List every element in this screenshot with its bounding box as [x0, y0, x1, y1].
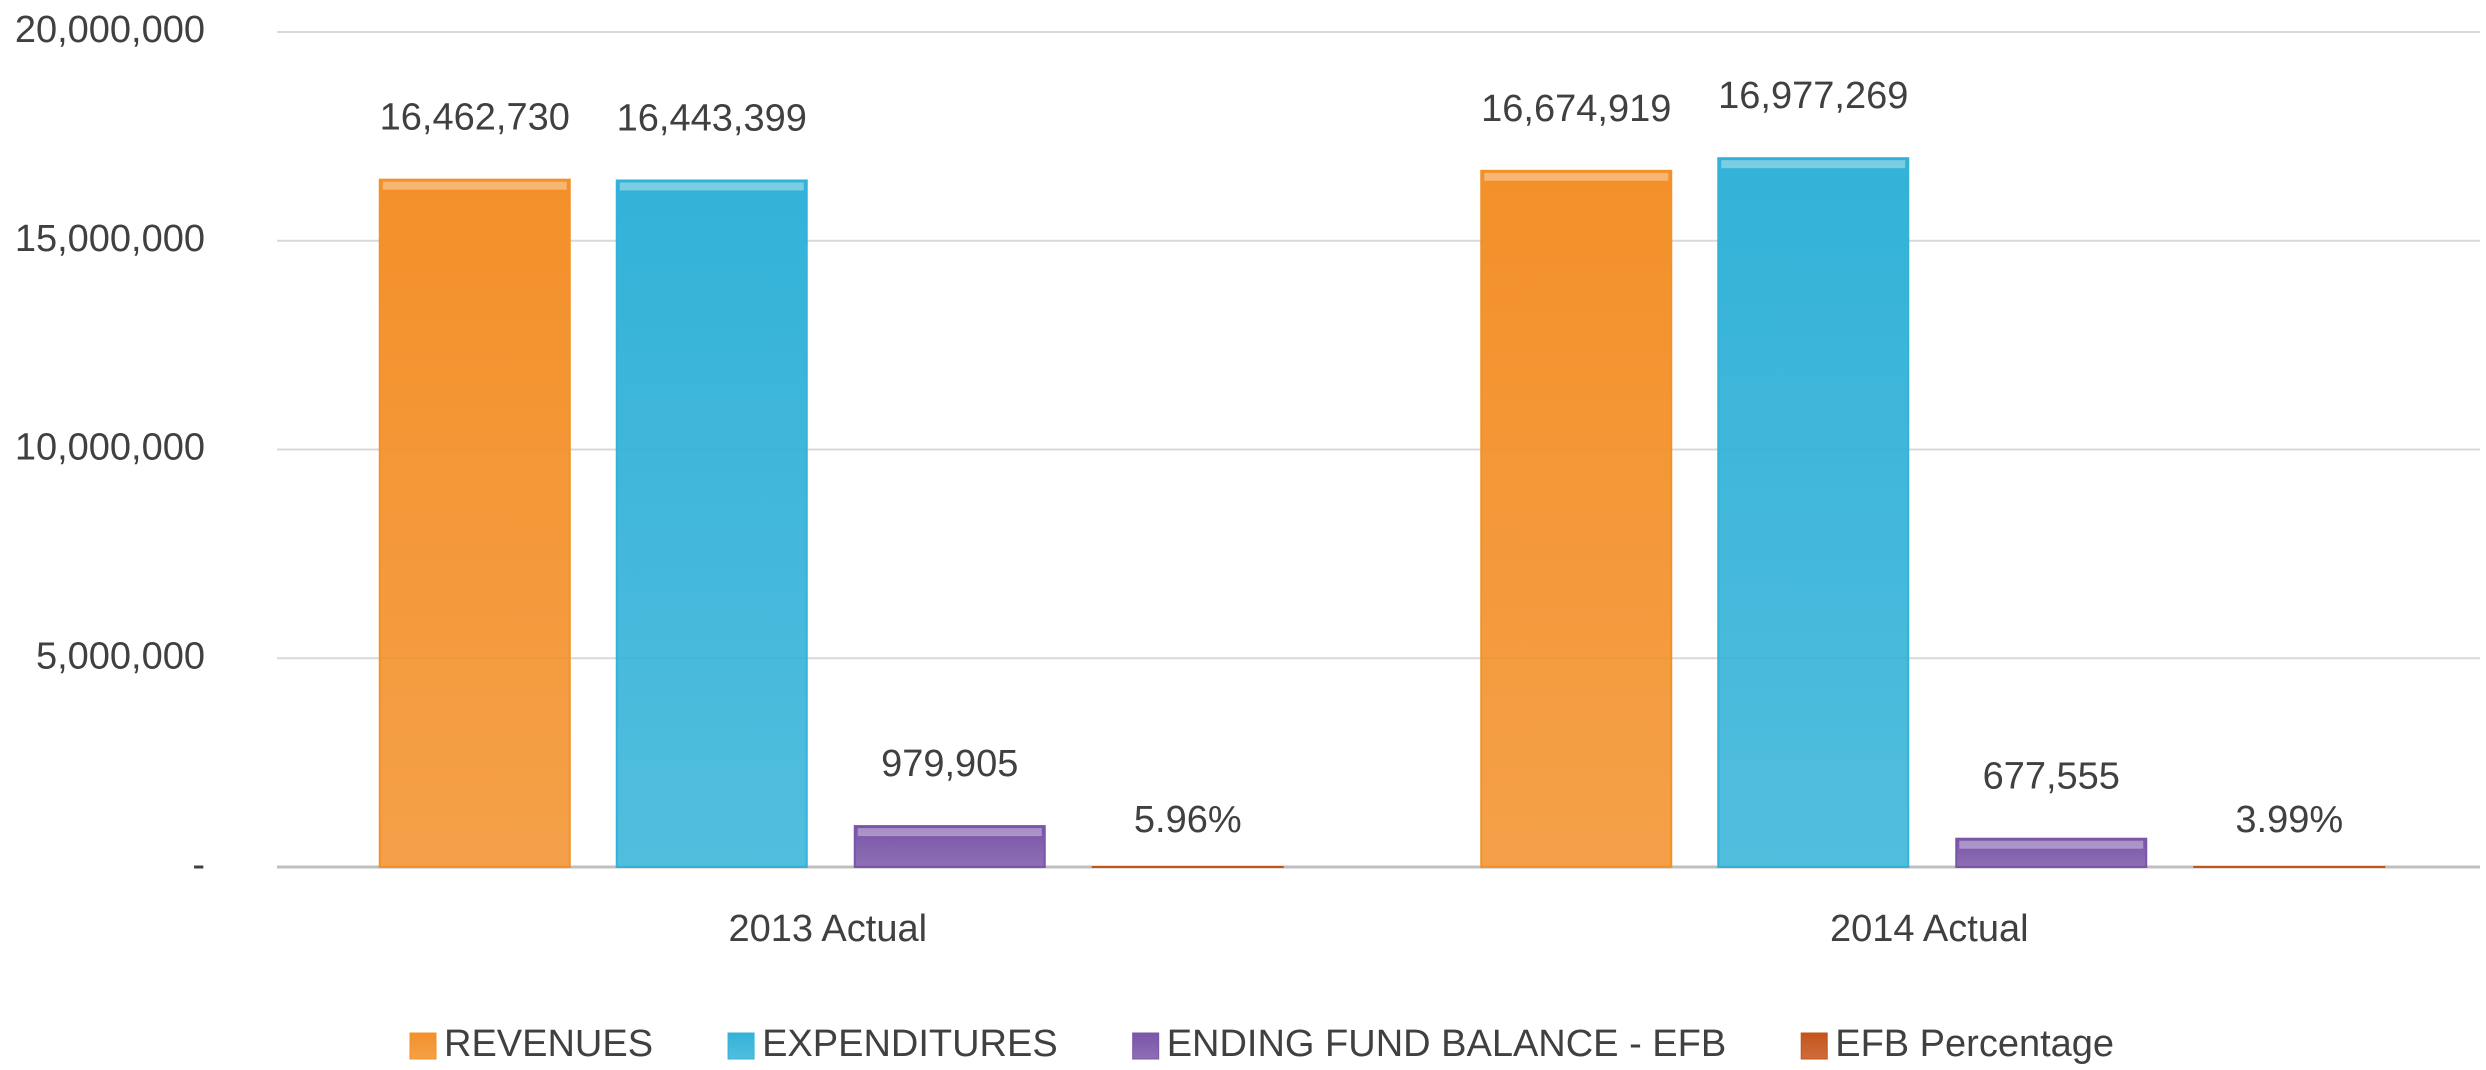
bar [853, 825, 1046, 869]
bar [615, 179, 808, 868]
legend-label: ENDING FUND BALANCE - EFB [1167, 1023, 1727, 1065]
bar-highlight [857, 828, 1042, 837]
bar-highlight [1484, 172, 1669, 181]
data-label: 16,443,399 [617, 98, 807, 140]
bar [378, 178, 571, 868]
data-label: 979,905 [881, 743, 1018, 785]
y-tick-label: 15,000,000 [15, 218, 205, 260]
bar [1717, 157, 1910, 868]
bar [1480, 169, 1673, 868]
data-label: 16,462,730 [380, 97, 570, 139]
data-label: 16,674,919 [1481, 88, 1671, 130]
legend-swatch [1132, 1032, 1160, 1060]
data-label: 16,977,269 [1718, 75, 1908, 117]
y-tick-label: 10,000,000 [15, 427, 205, 469]
bar-highlight [382, 181, 567, 190]
bar-highlight [1721, 160, 1906, 169]
y-tick-label: - [192, 844, 205, 886]
legend-label: REVENUES [444, 1023, 653, 1065]
legend-swatch [727, 1032, 755, 1060]
legend-label: EFB Percentage [1835, 1023, 2114, 1065]
data-label: 677,555 [1983, 756, 2120, 798]
data-label: 3.99% [2235, 799, 2343, 841]
legend-label: EXPENDITURES [762, 1023, 1058, 1065]
x-tick-label: 2014 Actual [1830, 908, 2029, 950]
bar [1955, 837, 2148, 869]
x-tick-label: 2013 Actual [728, 908, 927, 950]
bar-highlight [1959, 840, 2144, 849]
data-label: 5.96% [1134, 799, 1242, 841]
y-tick-label: 5,000,000 [36, 635, 205, 677]
legend-swatch [409, 1032, 437, 1060]
bar-highlight [619, 182, 804, 191]
y-tick-label: 20,000,000 [15, 9, 205, 51]
legend-swatch [1800, 1032, 1828, 1060]
